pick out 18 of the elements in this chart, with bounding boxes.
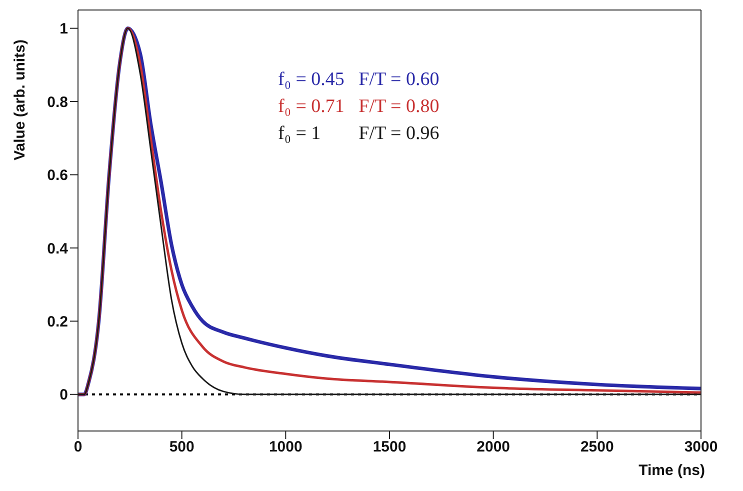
- text: f₀ = 0.71 F/T = 0.80: [278, 95, 440, 119]
- y-tick-label: 0.8: [47, 94, 68, 111]
- x-axis-title: Time (ns): [638, 462, 705, 479]
- y-tick-label: 0.2: [47, 314, 68, 330]
- y-tick-label: 1: [60, 20, 68, 38]
- y-tick-label: 0: [60, 386, 68, 404]
- y-tick-label: 0.4: [47, 240, 69, 258]
- y-axis-title: Value (arb. units): [12, 40, 29, 160]
- x-tick-label: 0: [74, 438, 82, 456]
- x-tick-label: 500: [169, 438, 194, 456]
- text: f₀ = 1 F/T = 0.96: [278, 122, 440, 146]
- y-tick-label: 0.6: [47, 167, 68, 184]
- x-tick-label: 1000: [268, 438, 302, 456]
- x-tick-label: 2500: [580, 438, 614, 456]
- x-tick-label: 1500: [372, 438, 406, 456]
- x-tick-label: 3000: [684, 438, 718, 456]
- x-tick-label: 2000: [476, 438, 510, 456]
- text: f₀ = 0.45 F/T = 0.60: [278, 68, 440, 92]
